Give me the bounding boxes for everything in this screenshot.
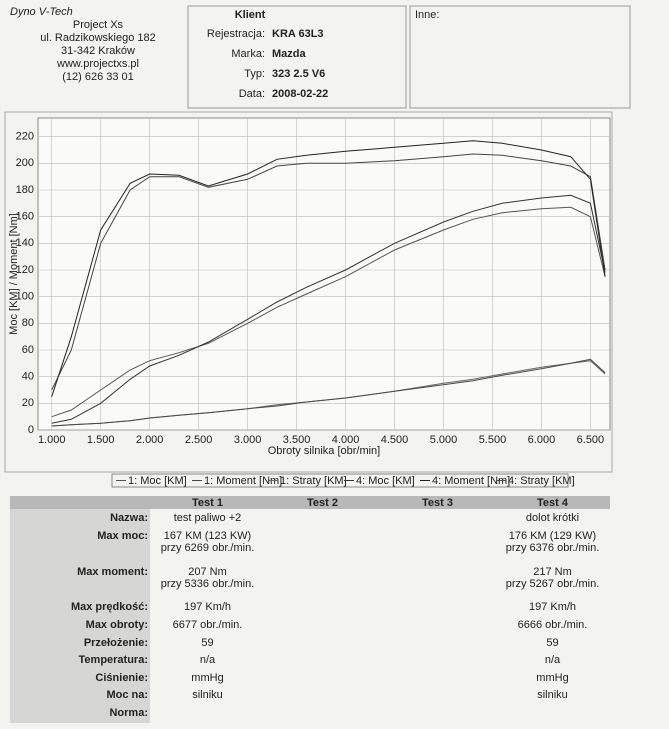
cell-text: dolot krótki — [526, 512, 579, 524]
y-tick-label: 200 — [16, 157, 34, 169]
series-line — [51, 153, 606, 391]
cell-text: silniku — [537, 689, 568, 701]
client-label: Data: — [239, 88, 265, 100]
client-label: Typ: — [244, 68, 265, 80]
row-label: Max moment: — [77, 566, 148, 578]
other-box — [409, 5, 631, 109]
y-axis-label: Moc [KM] / Moment [Nm] — [8, 213, 20, 335]
cell-text: 59 — [201, 637, 213, 649]
row-label: Temperatura: — [79, 654, 148, 666]
client-label: Marka: — [231, 48, 265, 60]
series-line — [51, 358, 606, 427]
legend-label: 4: Moc [KM] — [356, 475, 415, 487]
x-tick-label: 6.500 — [577, 434, 605, 446]
client-value: KRA 63L3 — [272, 28, 324, 40]
row-label: Moc na: — [106, 689, 148, 701]
x-tick-label: 5.500 — [479, 434, 507, 446]
y-tick-label: 180 — [16, 184, 34, 196]
label-column-bg — [10, 509, 150, 723]
company-line: Project Xs — [73, 19, 124, 31]
legend-label: 4: Moment [Nm] — [432, 475, 510, 487]
column-header: Test 3 — [422, 497, 453, 509]
cell-text: n/a — [200, 654, 216, 666]
company-line: (12) 626 33 01 — [62, 71, 134, 83]
row-label: Norma: — [109, 707, 148, 719]
client-title: Klient — [235, 9, 266, 21]
column-header: Test 2 — [307, 497, 338, 509]
x-tick-label: 2.500 — [185, 434, 213, 446]
legend-label: 1: Moment [Nm] — [204, 475, 282, 487]
y-tick-label: 20 — [22, 397, 34, 409]
client-value: 2008-02-22 — [272, 88, 328, 100]
y-tick-label: 80 — [22, 317, 34, 329]
cell-text: 207 Nm — [188, 566, 227, 578]
cell-text: 6666 obr./min. — [518, 619, 588, 631]
company-name: Dyno V-Tech — [10, 6, 73, 18]
series-line — [51, 194, 606, 424]
company-line: www.projectxs.pl — [56, 58, 139, 70]
cell-text: 167 KM (123 KW) — [164, 530, 251, 542]
table-header-bg — [10, 496, 610, 509]
x-tick-label: 1.000 — [38, 434, 66, 446]
company-line: 31-342 Kraków — [61, 45, 135, 57]
plot-area — [37, 117, 611, 431]
cell-text: przy 5336 obr./min. — [161, 578, 255, 590]
y-tick-label: 0 — [28, 424, 34, 436]
x-tick-label: 2.000 — [136, 434, 164, 446]
cell-text: mmHg — [536, 672, 568, 684]
client-value: 323 2.5 V6 — [272, 68, 325, 80]
legend-box — [111, 473, 569, 488]
x-tick-label: 1.500 — [87, 434, 115, 446]
company-line: ul. Radzikowskiego 182 — [40, 32, 156, 44]
cell-text: silniku — [192, 689, 223, 701]
x-tick-label: 5.000 — [430, 434, 458, 446]
legend-label: 1: Moc [KM] — [128, 475, 187, 487]
row-label: Max moc: — [97, 530, 148, 542]
y-tick-label: 100 — [16, 291, 34, 303]
cell-text: 197 Km/h — [184, 601, 231, 613]
client-box — [187, 5, 407, 109]
x-tick-label: 3.000 — [234, 434, 262, 446]
row-label: Max prędkość: — [71, 601, 148, 613]
cell-text: 217 Nm — [533, 566, 572, 578]
legend-label: 1: Straty [KM] — [280, 475, 347, 487]
series-line — [51, 206, 606, 418]
x-tick-label: 4.000 — [332, 434, 360, 446]
x-axis-label: Obroty silnika [obr/min] — [268, 445, 380, 457]
cell-text: 197 Km/h — [529, 601, 576, 613]
cell-text: przy 6376 obr./min. — [506, 542, 600, 554]
y-tick-label: 40 — [22, 371, 34, 383]
y-tick-label: 60 — [22, 344, 34, 356]
y-tick-label: 160 — [16, 211, 34, 223]
cell-text: test paliwo +2 — [174, 512, 242, 524]
x-tick-label: 4.500 — [381, 434, 409, 446]
y-tick-label: 140 — [16, 237, 34, 249]
chart-frame — [4, 111, 613, 473]
cell-text: przy 6269 obr./min. — [161, 542, 255, 554]
client-value: Mazda — [272, 48, 307, 60]
column-header: Test 1 — [192, 497, 223, 509]
x-tick-label: 6.000 — [528, 434, 556, 446]
cell-text: mmHg — [191, 672, 223, 684]
row-label: Ciśnienie: — [95, 672, 148, 684]
column-header: Test 4 — [537, 497, 569, 509]
client-label: Rejestracja: — [207, 28, 265, 40]
cell-text: 176 KM (129 KW) — [509, 530, 596, 542]
legend-label: 4: Straty [KM] — [508, 475, 575, 487]
cell-text: n/a — [545, 654, 561, 666]
row-label: Max obroty: — [86, 619, 148, 631]
cell-text: 59 — [546, 637, 558, 649]
other-label: Inne: — [415, 9, 439, 21]
y-tick-label: 220 — [16, 131, 34, 143]
cell-text: 6677 obr./min. — [173, 619, 243, 631]
row-label: Przełożenie: — [84, 637, 148, 649]
row-label: Nazwa: — [110, 512, 148, 524]
series-line — [51, 140, 606, 397]
cell-text: przy 5267 obr./min. — [506, 578, 600, 590]
x-tick-label: 3.500 — [283, 434, 311, 446]
y-tick-label: 120 — [16, 264, 34, 276]
